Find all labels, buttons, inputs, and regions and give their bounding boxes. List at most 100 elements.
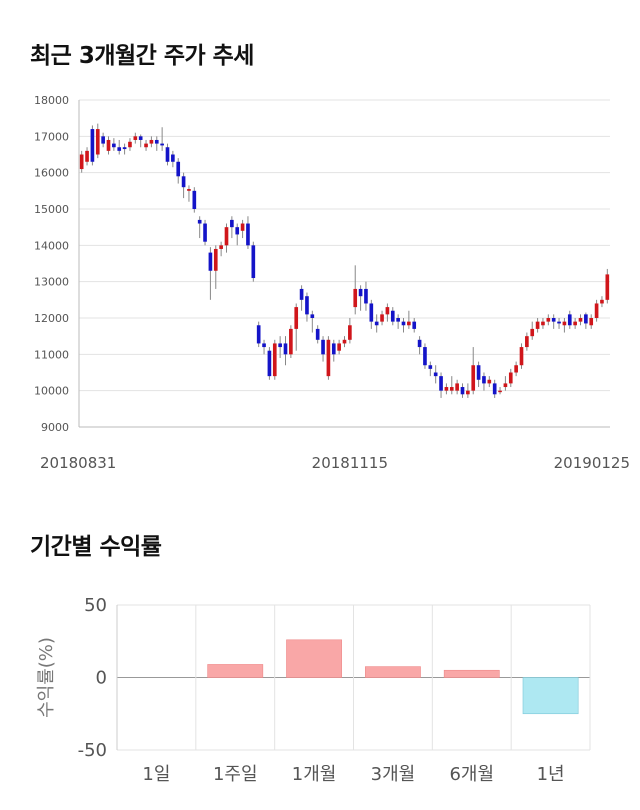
candle-body [423, 347, 427, 366]
y-axis-label: 수익률(%) [36, 637, 57, 718]
candle-body [551, 318, 556, 322]
candle-body [525, 336, 529, 348]
candle-body [417, 339, 422, 348]
candle-body [235, 227, 240, 235]
candle-body [267, 350, 272, 377]
candle-body [369, 303, 374, 322]
candle-body [128, 141, 132, 148]
candle-body [562, 321, 567, 326]
candle-body [144, 143, 148, 148]
y-tick-label: 10000 [34, 385, 69, 398]
candle-body [519, 347, 524, 366]
candle-body [176, 161, 181, 177]
candle-body [482, 376, 486, 384]
candle-body [557, 321, 561, 324]
returns-title: 기간별 수익률 [30, 534, 162, 560]
candle-body [160, 143, 164, 146]
candle-body [390, 310, 395, 322]
price-candlestick-chart: 9000 10000 11000 12000 13000 14000 15000 16000 1… [34, 94, 630, 472]
y-tick-label: 50 [84, 595, 107, 616]
candle-body [546, 318, 551, 322]
x-tick-label: 3개월 [371, 764, 416, 785]
y-tick-label: 12000 [34, 312, 69, 325]
candle-body [428, 365, 433, 369]
candle-body [503, 383, 508, 388]
candle-body [492, 383, 497, 395]
y-tick-label: 0 [96, 668, 107, 689]
return-bar [443, 669, 500, 678]
y-tick-label: 18000 [34, 94, 69, 107]
x-tick-label: 6개월 [449, 764, 494, 785]
candle-body [208, 252, 213, 271]
candle-body [240, 223, 245, 231]
candle-body [449, 387, 454, 391]
candle-body [289, 328, 293, 355]
candle-body [508, 372, 513, 384]
y-tick-label: 16000 [34, 167, 69, 180]
returns-bar-chart: -50 0 50 수익률(%) 1일 1주일 1개월 3개월 6개월 1년 [36, 595, 591, 785]
candle-body [605, 274, 610, 300]
candle-body [460, 387, 465, 395]
candle-body [213, 248, 218, 271]
candle-body [230, 219, 234, 228]
candle-body [90, 129, 95, 162]
x-tick-label: 1일 [142, 764, 170, 785]
candle-body [165, 147, 170, 162]
candle-body [138, 136, 143, 140]
x-tick-label: 1주일 [213, 764, 258, 785]
y-tick-label: 11000 [34, 348, 69, 361]
candle-body [396, 318, 400, 322]
x-tick-label: 20190125 [554, 454, 630, 472]
candle-body [594, 303, 599, 318]
return-bar [207, 664, 264, 678]
candle-body [321, 339, 325, 355]
candle-body [133, 136, 138, 140]
candle-body [439, 376, 443, 391]
candle-body [224, 227, 229, 246]
candle-body [358, 288, 363, 297]
return-bar [286, 639, 342, 678]
x-tick-label: 1년 [537, 764, 565, 785]
candle-body [294, 307, 299, 329]
candle-body [353, 288, 358, 308]
candle-body [498, 390, 502, 393]
candle-body [331, 343, 336, 355]
candle-body [455, 383, 459, 391]
candle-body [407, 321, 411, 326]
candle-body [101, 136, 105, 144]
y-tick-label: 15000 [34, 203, 69, 216]
candle-body [187, 189, 191, 191]
candle-body [278, 343, 282, 348]
candle-body [203, 223, 207, 242]
candle-body [535, 321, 540, 329]
price-trend-title: 최근 3개월간 주가 추세 [30, 43, 254, 69]
candle-body [95, 129, 100, 155]
candle-body [589, 318, 594, 326]
candle-body [154, 139, 159, 144]
candle-body [246, 223, 250, 246]
candle-body [573, 321, 577, 326]
candle-body [305, 296, 309, 315]
candle-body [171, 154, 175, 162]
x-tick-label: 1개월 [292, 764, 337, 785]
candle-body [106, 139, 111, 151]
candle-body [471, 365, 476, 391]
candle-body [342, 339, 347, 344]
candle-body [117, 147, 122, 151]
candle-body [374, 321, 379, 326]
candle-body [112, 143, 116, 148]
candle-body [219, 245, 223, 249]
candle-body [251, 245, 256, 279]
candle-body [578, 318, 583, 322]
candle-body [315, 328, 320, 340]
candle-body [197, 219, 202, 224]
y-tick-label: 14000 [34, 239, 69, 252]
candle-body [79, 154, 84, 170]
candle-body [310, 314, 315, 318]
y-tick-label: -50 [78, 740, 107, 761]
candle-body [487, 379, 492, 384]
candle-body [530, 328, 535, 337]
candle-body [256, 325, 261, 344]
candle-body [364, 288, 368, 304]
candle-body [337, 343, 341, 351]
